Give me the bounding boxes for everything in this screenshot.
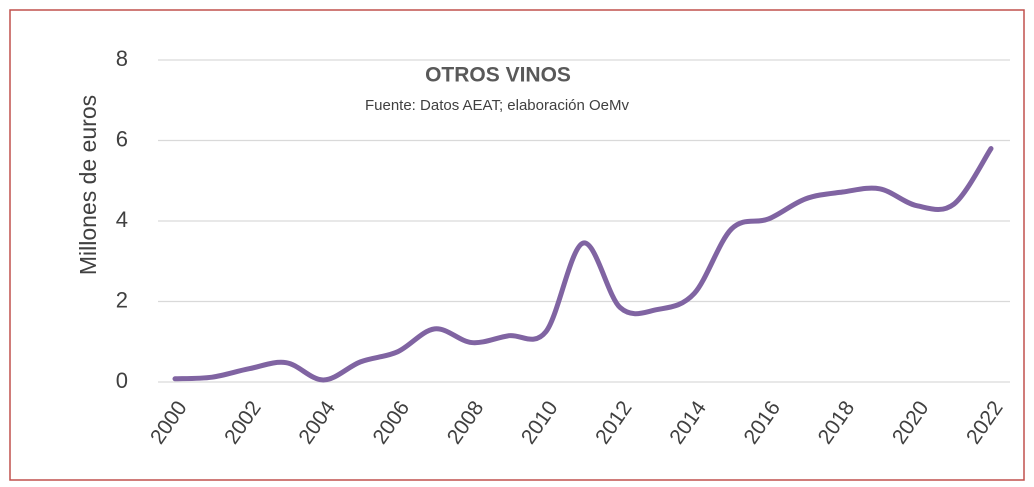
y-tick-label: 0 bbox=[116, 368, 128, 393]
chart-title: OTROS VINOS bbox=[425, 64, 571, 87]
y-tick-label: 6 bbox=[116, 126, 128, 151]
chart-subtitle: Fuente: Datos AEAT; elaboración OeMv bbox=[365, 97, 630, 114]
y-tick-label: 8 bbox=[116, 46, 128, 71]
data-line bbox=[172, 146, 994, 383]
y-axis-label: Millones de euros bbox=[75, 95, 101, 275]
chart-border bbox=[9, 9, 1025, 481]
y-tick-label: 4 bbox=[116, 207, 128, 232]
y-tick-label: 2 bbox=[116, 287, 128, 312]
